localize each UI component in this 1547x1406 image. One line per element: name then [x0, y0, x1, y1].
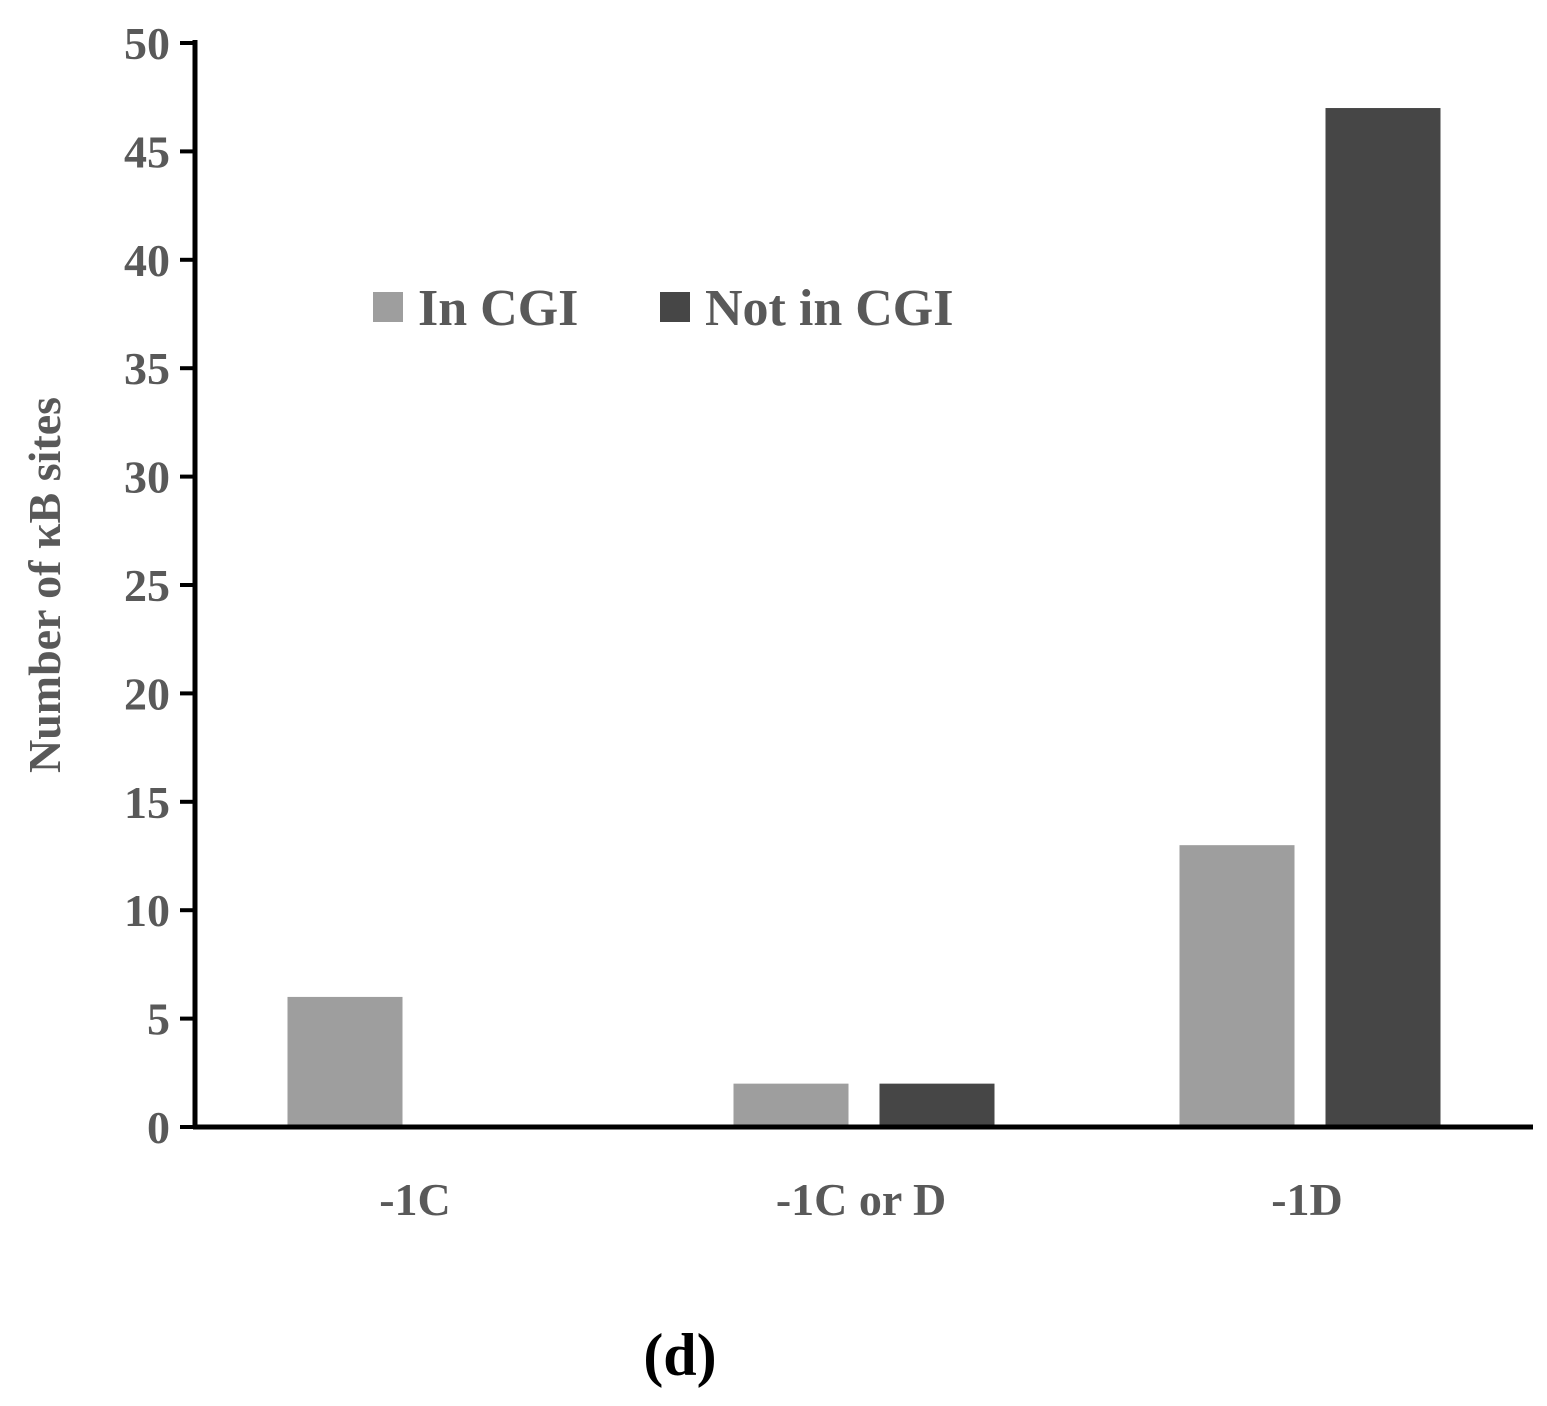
bar-in-cgi-0: [287, 996, 403, 1127]
x-tick-label: -1D: [1271, 1174, 1343, 1225]
legend-label-in-cgi: In CGI: [418, 280, 578, 337]
y-axis-title: Number of κB sites: [19, 397, 70, 773]
bar-in-cgi-2: [1179, 845, 1295, 1127]
legend-label-not-in-cgi: Not in CGI: [705, 280, 953, 337]
y-tick-label: 25: [124, 560, 170, 611]
x-tick-label: -1C: [379, 1174, 451, 1225]
bars: [287, 108, 1441, 1128]
y-tick-label: 10: [124, 885, 170, 936]
legend: In CGI Not in CGI: [373, 280, 953, 337]
legend-swatch-in-cgi: [373, 292, 403, 322]
bar-in-cgi-1: [733, 1083, 849, 1127]
y-axis-ticks: 0 5 10 15 20 25 30 35 40 45 50: [124, 18, 195, 1153]
y-tick-label: 35: [124, 343, 170, 394]
y-tick-label: 5: [147, 994, 170, 1045]
bar-not-in-cgi-2: [1325, 108, 1441, 1128]
y-tick-label: 50: [124, 18, 170, 69]
y-tick-label: 40: [124, 235, 170, 286]
y-tick-label: 45: [124, 126, 170, 177]
x-tick-label: -1C or D: [776, 1174, 946, 1225]
panel-label: (d): [643, 1322, 716, 1388]
bar-not-in-cgi-1: [879, 1083, 995, 1127]
y-tick-label: 0: [147, 1102, 170, 1153]
y-tick-label: 20: [124, 668, 170, 719]
legend-swatch-not-in-cgi: [660, 292, 690, 322]
y-tick-label: 15: [124, 777, 170, 828]
y-tick-label: 30: [124, 452, 170, 503]
x-axis-labels: -1C -1C or D -1D: [379, 1174, 1343, 1225]
